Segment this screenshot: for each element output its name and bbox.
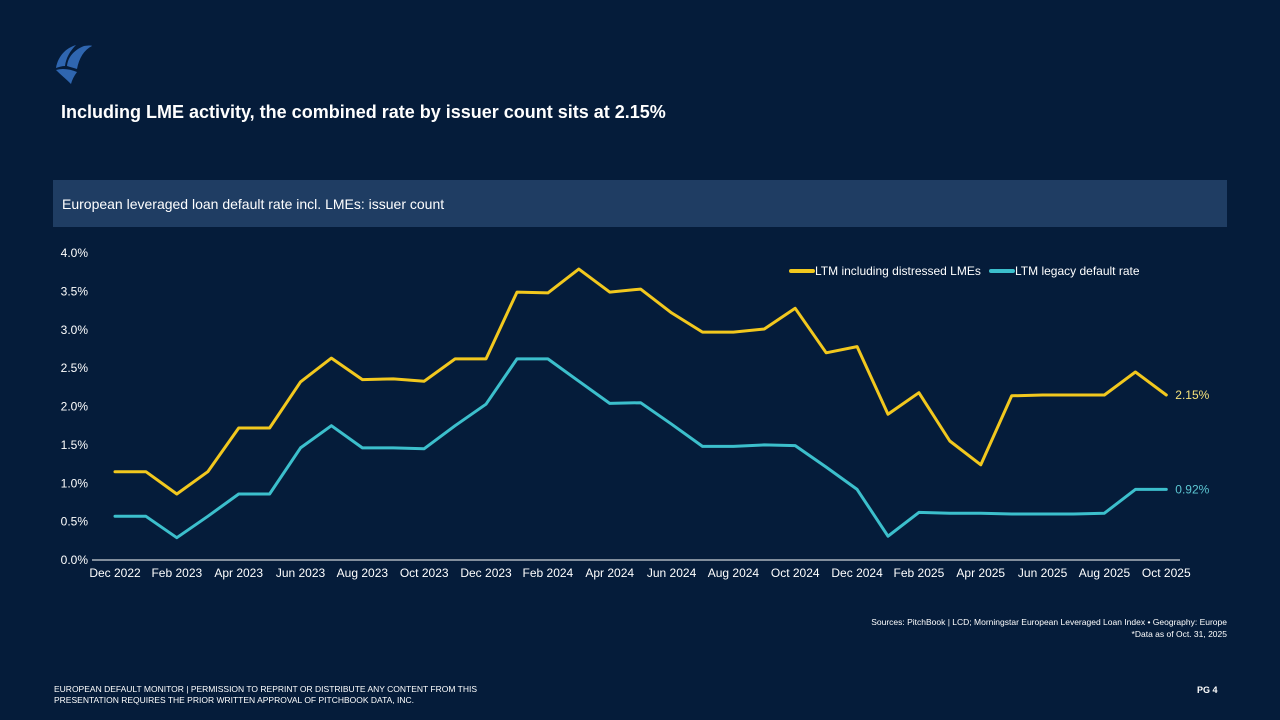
y-tick-label: 1.0% (61, 476, 89, 490)
pitchbook-logo-icon (52, 42, 96, 86)
y-tick-label: 1.5% (61, 438, 89, 452)
footer-disclaimer: European Default Monitor | Permission to… (54, 684, 477, 706)
x-axis-ticks: Dec 2022 Feb 2023 Apr 2023 Jun 2023 Aug 2023… (89, 566, 1191, 580)
chart-title-band: European leveraged loan default rate inc… (53, 180, 1227, 227)
series-lines (113, 267, 1168, 540)
x-tick-label: Apr 2023 (214, 566, 263, 580)
chart-title: European leveraged loan default rate inc… (62, 196, 445, 212)
data-as-of-text: *Data as of Oct. 31, 2025 (1131, 629, 1227, 639)
x-tick-label: Feb 2023 (151, 566, 202, 580)
legend-label: LTM legacy default rate (1015, 264, 1140, 278)
x-tick-label: Jun 2023 (276, 566, 326, 580)
sources-text: Sources: PitchBook | LCD; Morningstar Eu… (871, 617, 1227, 627)
x-tick-label: Oct 2023 (400, 566, 449, 580)
x-tick-label: Apr 2024 (585, 566, 634, 580)
x-tick-label: Dec 2023 (460, 566, 512, 580)
x-tick-label: Aug 2025 (1079, 566, 1131, 580)
x-tick-label: Apr 2025 (956, 566, 1005, 580)
y-tick-label: 3.5% (61, 284, 89, 298)
series-line-legacy (113, 357, 1168, 540)
end-labels: 2.15% 0.92% (1175, 388, 1209, 496)
series-line-lme-inclusive (113, 267, 1168, 496)
x-tick-label: Aug 2024 (708, 566, 760, 580)
x-tick-label: Aug 2023 (337, 566, 389, 580)
x-tick-label: Jun 2025 (1018, 566, 1068, 580)
sources-note: Sources: PitchBook | LCD; Morningstar Eu… (871, 616, 1227, 640)
x-tick-label: Dec 2022 (89, 566, 141, 580)
y-axis-ticks: 0.0% 0.5% 1.0% 1.5% 2.0% 2.5% 3.0% 3.5% 4.0% (61, 246, 89, 567)
end-value-label: 2.15% (1175, 388, 1209, 402)
page-number: PG 4 (1197, 685, 1218, 695)
x-tick-label: Feb 2025 (894, 566, 945, 580)
footer-line-1: European Default Monitor | Permission to… (54, 684, 478, 694)
y-tick-label: 2.5% (61, 361, 89, 375)
y-tick-label: 0.5% (61, 515, 89, 529)
y-tick-label: 4.0% (61, 246, 89, 260)
x-tick-label: Oct 2025 (1142, 566, 1191, 580)
legend-label: LTM including distressed LMEs (815, 264, 981, 278)
x-tick-label: Oct 2024 (771, 566, 820, 580)
y-tick-label: 0.0% (61, 553, 89, 567)
x-tick-label: Feb 2024 (523, 566, 574, 580)
y-tick-label: 2.0% (61, 400, 89, 414)
x-tick-label: Dec 2024 (831, 566, 883, 580)
slide-headline: Including LME activity, the combined rat… (61, 102, 666, 122)
y-tick-label: 3.0% (61, 323, 89, 337)
x-tick-label: Jun 2024 (647, 566, 697, 580)
end-value-label: 0.92% (1175, 482, 1209, 496)
footer-line-2: presentation requires the prior written … (54, 695, 415, 705)
legend: LTM including distressed LMEs LTM legacy … (789, 264, 1140, 278)
